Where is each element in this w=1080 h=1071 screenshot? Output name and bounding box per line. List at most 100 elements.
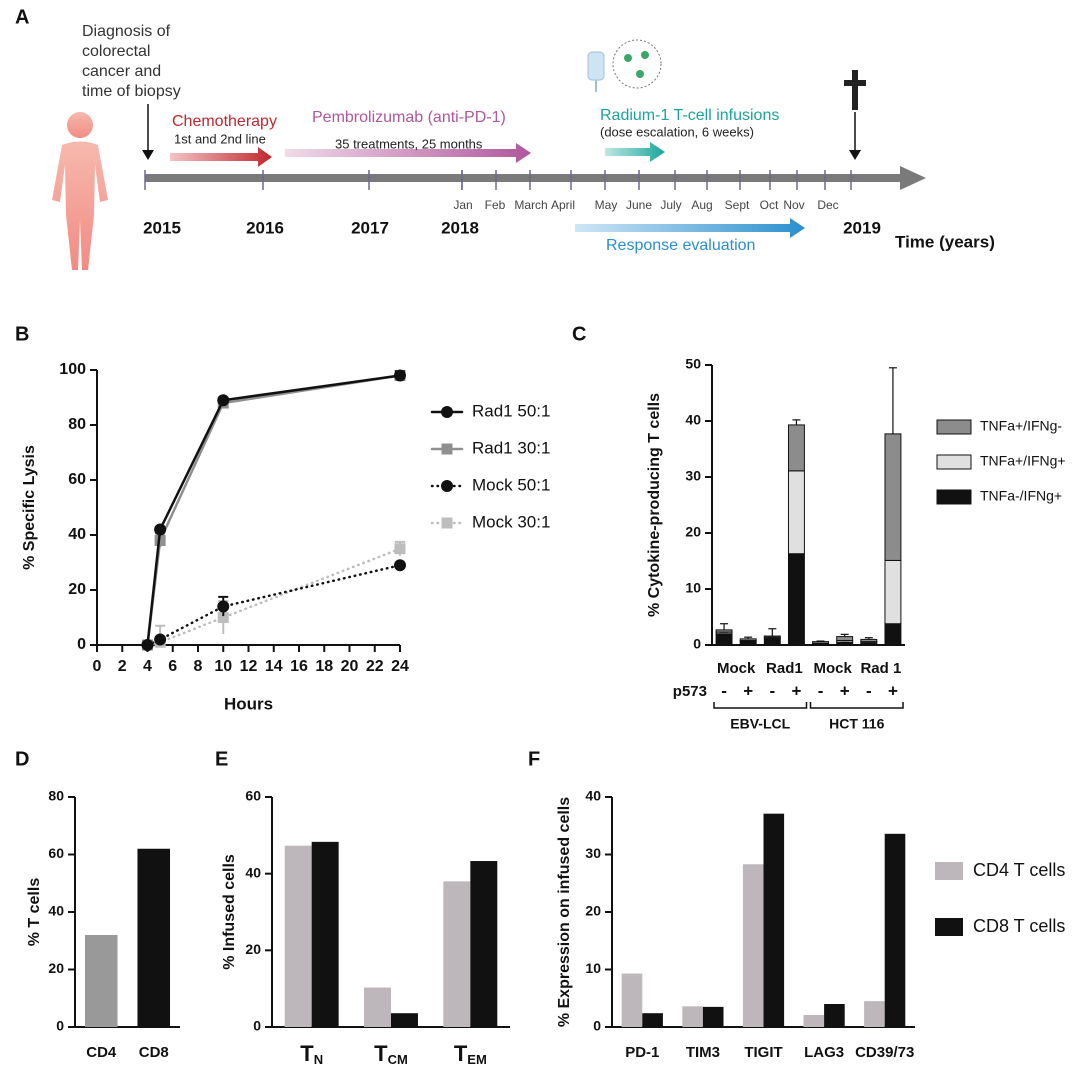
y-tick-label: 40 [48,903,64,919]
month-label: May [595,198,618,212]
series-line [146,374,402,647]
x-tick-label: PD-1 [625,1044,659,1061]
condition-label: + [743,681,753,700]
bar-segment [860,638,878,643]
bar [682,1006,703,1027]
legend-label: TNFa+/IFNg- [980,418,1062,434]
y-tick-label: 20 [585,903,601,919]
x-tick-label: TIM3 [686,1044,720,1061]
x-tick-label: Mock [813,660,852,677]
condition-label: + [888,681,898,700]
arrow-head [142,150,154,160]
evaluation-arrow [575,218,805,238]
condition-label: - [769,681,775,700]
chart: 0 10 20 30 40 50 % Cytokine-producing T cells -… [646,356,1065,732]
y-tick-label: 20 [48,960,64,976]
panel-label: A [15,6,29,28]
x-tick-label: TEM [454,1041,487,1068]
bar-segment [739,640,757,646]
phase-detail: 35 treatments, 25 months [335,136,483,151]
y-tick-label: 10 [585,960,601,976]
bar [803,1014,825,1027]
y-tick-label: 30 [685,468,701,484]
legend-label: Mock 30:1 [472,512,550,531]
bar [470,861,498,1027]
category-subscript: CM [388,1052,408,1067]
legend-label: Rad1 30:1 [472,438,550,457]
bar-segment [763,635,781,638]
legend-label: Rad1 50:1 [472,401,550,420]
diagnosis-text: time of biopsy [82,83,181,100]
y-tick-label: 10 [685,580,701,596]
x-tick-label: 12 [240,658,258,675]
time-axis-head [900,166,926,190]
y-tick-label: 0 [77,636,86,653]
diagnosis-text: Diagnosis of [82,23,171,40]
legend-marker [441,406,453,418]
y-tick-label: 40 [68,526,86,543]
bar [884,833,906,1027]
x-tick-label: 8 [194,658,203,675]
y-tick-label: 0 [693,636,701,652]
condition-title: p573 [673,683,707,700]
phase-name: Radium-1 T-cell infusions [600,107,779,124]
x-tick-label: 2 [118,658,127,675]
legend-marker [441,443,453,455]
month-label: Aug [691,198,712,212]
chemo-arrow [170,147,272,167]
legend-label: Mock 50:1 [472,475,550,494]
y-tick-label: 80 [68,416,86,433]
y-tick-label: 60 [48,845,64,861]
bar [763,813,785,1027]
x-tick-label: 22 [366,658,384,675]
bar [84,935,118,1027]
bar-segment [884,623,902,646]
year-label: 2016 [246,218,284,237]
panel-label: E [215,748,228,770]
category-main: T [374,1041,388,1066]
y-axis-label: % Expression on infused cells [556,797,573,1027]
x-tick-label: TCM [374,1041,408,1068]
bar-segment [884,559,902,625]
year-label: 2015 [143,218,181,237]
month-label: March [514,198,547,212]
y-tick-label: 100 [59,361,86,378]
y-tick-label: 20 [685,524,701,540]
month-label: Oct [760,198,779,212]
x-tick-label: TIGIT [744,1044,782,1061]
marker [394,369,406,382]
group-label: EBV-LCL [730,716,790,732]
year-label: 2018 [441,218,479,237]
legend-swatch [935,862,963,880]
series-line [146,374,402,647]
month-label: April [551,198,575,212]
condition-label: - [818,681,824,700]
y-tick-label: 20 [245,941,261,957]
x-tick-label: 6 [168,658,177,675]
legend-marker [441,517,453,529]
diagnosis-text: cancer and [82,63,161,80]
y-axis-label: % Specific Lysis [21,445,38,570]
y-tick-label: 20 [68,581,86,598]
bar [702,1006,724,1027]
month-label: June [626,198,652,212]
infusion-arrow [605,142,665,162]
condition-label: - [866,681,872,700]
x-tick-label: Rad1 [766,660,803,677]
y-tick-label: 0 [56,1018,64,1034]
y-tick-label: 40 [245,864,261,880]
bar-segment [787,553,805,646]
bar-segment [715,629,733,633]
month-label: July [660,198,681,212]
x-tick-label: CD4 [86,1044,117,1061]
legend-swatch [936,489,972,505]
x-tick-label: Mock [717,660,756,677]
panel-label: B [15,323,29,345]
time-axis-label: Time (years) [895,232,995,251]
category-subscript: EM [467,1052,487,1067]
x-tick-label: 10 [214,658,232,675]
bar-segment [787,424,805,472]
group-bracket [809,702,904,709]
y-tick-label: 40 [585,788,601,804]
